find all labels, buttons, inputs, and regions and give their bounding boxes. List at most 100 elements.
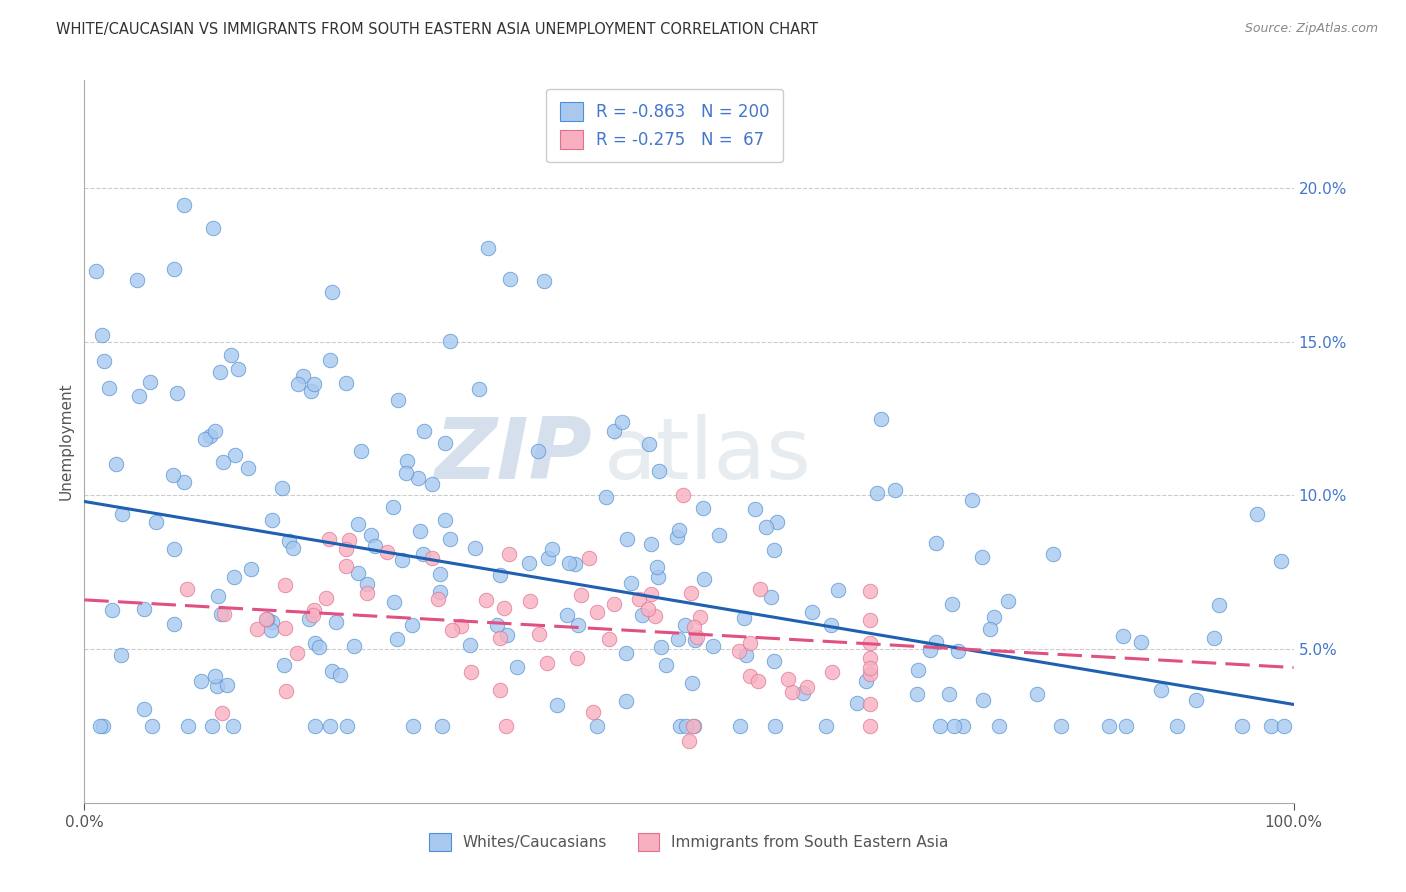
Y-axis label: Unemployment: Unemployment	[58, 383, 73, 500]
Point	[194, 432, 217, 446]
Point	[412, 547, 434, 561]
Point	[429, 566, 451, 581]
Point	[190, 674, 212, 689]
Point	[821, 665, 844, 679]
Point	[683, 620, 706, 634]
Legend: Whites/Caucasians, Immigrants from South Eastern Asia: Whites/Caucasians, Immigrants from South…	[420, 824, 957, 860]
Point	[536, 550, 558, 565]
Point	[884, 483, 907, 498]
Point	[527, 626, 550, 640]
Point	[707, 528, 730, 542]
Point	[673, 617, 696, 632]
Point	[763, 719, 786, 733]
Point	[321, 285, 343, 299]
Point	[637, 602, 659, 616]
Point	[647, 570, 669, 584]
Point	[859, 666, 882, 681]
Point	[778, 672, 800, 686]
Point	[302, 607, 325, 622]
Point	[219, 348, 242, 362]
Point	[546, 698, 568, 712]
Point	[616, 694, 638, 708]
Point	[859, 719, 882, 733]
Point	[1204, 631, 1226, 645]
Point	[628, 592, 651, 607]
Point	[1270, 554, 1292, 568]
Point	[614, 646, 637, 660]
Point	[671, 488, 693, 502]
Point	[527, 444, 550, 458]
Point	[1112, 629, 1135, 643]
Point	[952, 719, 974, 733]
Point	[666, 632, 689, 646]
Point	[946, 644, 969, 658]
Point	[855, 674, 877, 689]
Point	[308, 640, 330, 654]
Point	[728, 643, 751, 657]
Point	[335, 376, 357, 391]
Point	[650, 640, 672, 655]
Point	[93, 353, 115, 368]
Point	[498, 272, 520, 286]
Point	[648, 464, 671, 478]
Point	[166, 386, 188, 401]
Point	[211, 706, 233, 720]
Point	[467, 382, 489, 396]
Point	[439, 533, 461, 547]
Point	[762, 543, 785, 558]
Point	[792, 686, 814, 700]
Point	[748, 582, 770, 596]
Point	[204, 669, 226, 683]
Point	[236, 461, 259, 475]
Point	[430, 719, 453, 733]
Point	[763, 654, 786, 668]
Point	[211, 455, 233, 469]
Point	[336, 719, 359, 733]
Point	[728, 718, 751, 732]
Point	[422, 476, 444, 491]
Point	[204, 424, 226, 438]
Point	[1185, 693, 1208, 707]
Point	[796, 680, 818, 694]
Point	[929, 719, 952, 733]
Point	[540, 542, 562, 557]
Point	[603, 597, 626, 611]
Point	[224, 569, 246, 583]
Point	[585, 605, 607, 619]
Point	[640, 586, 662, 600]
Point	[506, 659, 529, 673]
Point	[245, 622, 267, 636]
Point	[477, 241, 499, 255]
Point	[747, 673, 769, 688]
Point	[91, 328, 114, 343]
Point	[859, 661, 882, 675]
Point	[738, 636, 761, 650]
Point	[271, 481, 294, 495]
Point	[273, 658, 295, 673]
Point	[356, 586, 378, 600]
Point	[678, 734, 700, 748]
Point	[277, 533, 299, 548]
Point	[141, 719, 163, 733]
Point	[163, 262, 186, 277]
Point	[519, 594, 541, 608]
Point	[689, 609, 711, 624]
Point	[433, 436, 456, 450]
Point	[302, 603, 325, 617]
Point	[406, 471, 429, 485]
Point	[287, 376, 309, 391]
Point	[450, 619, 472, 633]
Point	[420, 551, 443, 566]
Point	[495, 719, 517, 733]
Point	[564, 558, 586, 572]
Point	[382, 595, 405, 609]
Point	[567, 650, 589, 665]
Point	[375, 545, 398, 559]
Point	[702, 639, 724, 653]
Point	[925, 536, 948, 550]
Point	[162, 468, 184, 483]
Point	[346, 517, 368, 532]
Point	[1042, 547, 1064, 561]
Point	[201, 221, 224, 235]
Point	[1246, 507, 1268, 521]
